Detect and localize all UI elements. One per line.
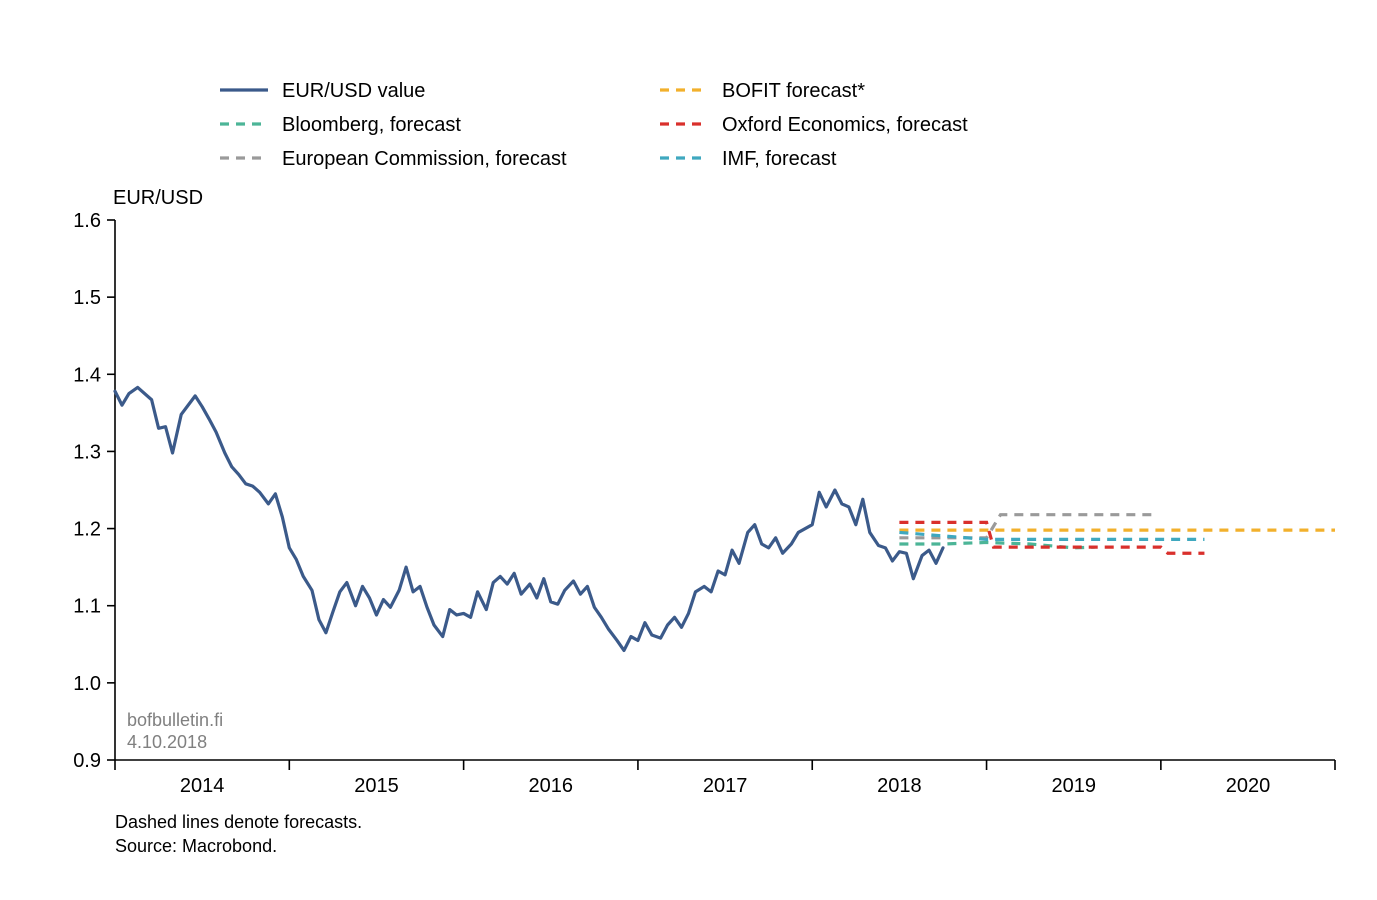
y-tick-label: 1.5 xyxy=(73,287,101,309)
x-tick-label: 2015 xyxy=(354,775,399,797)
x-tick-label: 2016 xyxy=(529,775,574,797)
x-tick-label: 2019 xyxy=(1051,775,1096,797)
y-axis-label: EUR/USD xyxy=(113,187,203,209)
y-tick-label: 1.1 xyxy=(73,596,101,618)
x-tick-label: 2020 xyxy=(1226,775,1271,797)
footer-date: 4.10.2018 xyxy=(127,732,207,752)
y-tick-label: 1.3 xyxy=(73,441,101,463)
legend-label: BOFIT forecast* xyxy=(722,80,865,102)
source-label: Source: Macrobond. xyxy=(115,836,277,856)
legend-label: IMF, forecast xyxy=(722,148,837,170)
legend-label: Oxford Economics, forecast xyxy=(722,114,968,136)
series-actual xyxy=(115,387,943,650)
series-forecast-imf xyxy=(899,532,1204,539)
footer-site: bofbulletin.fi xyxy=(127,710,223,730)
y-tick-label: 1.2 xyxy=(73,519,101,541)
note-forecast: Dashed lines denote forecasts. xyxy=(115,812,362,832)
y-tick-label: 1.6 xyxy=(73,210,101,232)
x-tick-label: 2014 xyxy=(180,775,225,797)
legend-label: EUR/USD value xyxy=(282,80,425,102)
y-tick-label: 0.9 xyxy=(73,750,101,772)
chart-container: { "chart": { "type": "line", "background… xyxy=(0,0,1377,900)
x-tick-label: 2017 xyxy=(703,775,748,797)
y-tick-label: 1.4 xyxy=(73,364,101,386)
chart-svg: 0.9 1.0 1.1 1.2 1.3 1.4 1.5 1.6 2014 2015 2016 2017… xyxy=(0,0,1377,900)
legend-label: European Commission, forecast xyxy=(282,148,567,170)
x-tick-label: 2018 xyxy=(877,775,922,797)
y-tick-label: 1.0 xyxy=(73,673,101,695)
legend-label: Bloomberg, forecast xyxy=(282,114,461,136)
